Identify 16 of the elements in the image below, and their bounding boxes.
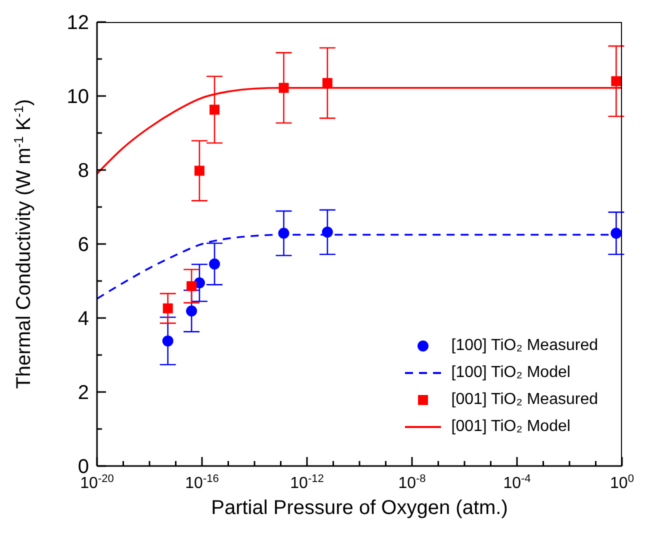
y-tick-label: 6 (78, 234, 89, 256)
x-tick-label: 10$^{0}$ (610, 473, 634, 492)
x-tick-label: 10$^{-12}$ (290, 473, 324, 492)
legend-label: [100] TiO₂ Model (451, 364, 570, 382)
legend-label: [100] TiO₂ Measured (451, 337, 598, 355)
y-tick-label: 4 (78, 308, 89, 330)
x-tick-label: 10$^{-8}$ (398, 473, 426, 492)
legend-label: [001] TiO₂ Measured (451, 391, 598, 409)
legend-label: [001] TiO₂ Model (451, 418, 570, 436)
y-tick-label: 8 (78, 160, 89, 182)
x-tick-label: 10$^{-4}$ (503, 473, 531, 492)
y-tick-label: 12 (66, 12, 89, 34)
x-tick-label: 10$^{-16}$ (185, 473, 219, 492)
y-tick-label: 2 (78, 382, 89, 404)
x-axis-title: Partial Pressure of Oxygen (atm.) (211, 497, 508, 519)
y-tick-label: 10 (66, 86, 89, 108)
